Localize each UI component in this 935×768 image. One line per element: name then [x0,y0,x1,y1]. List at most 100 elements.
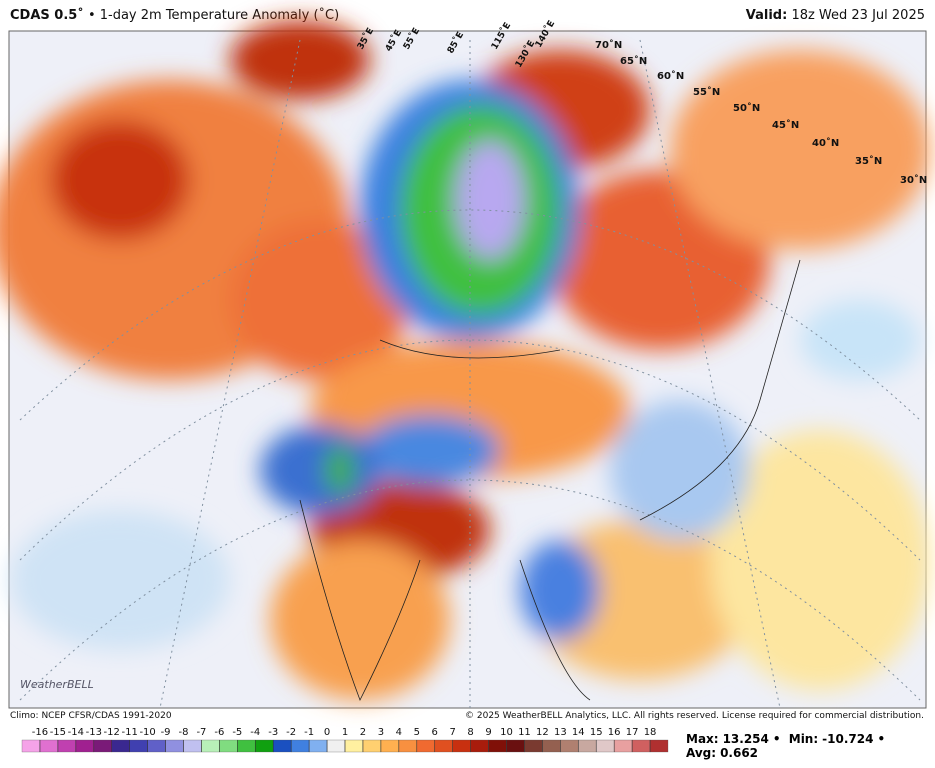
colorbar-swatch [255,739,274,753]
colorbar-swatch [470,739,489,753]
colorbar-swatch [524,739,543,753]
colorbar-swatch [398,739,417,753]
lat-label: 45˚N [772,119,799,131]
colorbar-swatch [93,739,112,753]
colorbar-label: 18 [644,727,657,738]
colorbar-label: 1 [342,727,348,738]
colorbar-swatch [147,739,166,753]
lat-label: 60˚N [657,70,684,82]
max-value: 13.254 [722,732,769,746]
colorbar-swatch [219,739,238,753]
anomaly-field [0,20,930,700]
colorbar-label: 0 [324,727,330,738]
colorbar-label: -3 [268,727,278,738]
colorbar-swatch [649,739,669,753]
colorbar-swatch [326,739,346,753]
stats: Max: 13.254 • Min: -10.724 • Avg: 0.662 [686,732,935,760]
lat-label: 70˚N [595,39,622,51]
colorbar-swatch [21,739,41,753]
colorbar-label: -16 [32,727,48,738]
header-right: Valid: 18z Wed 23 Jul 2025 [746,8,925,23]
lat-label: 30˚N [900,174,927,186]
colorbar-swatch [452,739,471,753]
colorbar-label: 17 [626,727,639,738]
colorbar-label: 5 [414,727,420,738]
colorbar-label: -1 [304,727,314,738]
copyright: © 2025 WeatherBELL Analytics, LLC. All r… [465,711,924,721]
colorbar-swatch [111,739,130,753]
colorbar-swatch [75,739,94,753]
colorbar-label: 12 [536,727,549,738]
colorbar-swatch [380,739,399,753]
separator: • [772,732,781,746]
colorbar-label: 13 [554,727,567,738]
product: CDAS 0.5˚ [10,8,84,23]
colorbar-label: -10 [139,727,155,738]
colorbar-label: -6 [214,727,224,738]
subtitle: • 1-day 2m Temperature Anomaly (˚C) [87,8,340,23]
max-label: Max: [686,732,719,746]
colorbar-label: -14 [68,727,84,738]
colorbar-swatch [434,739,453,753]
avg-label: Avg: [686,746,717,760]
header-left: CDAS 0.5˚ • 1-day 2m Temperature Anomaly… [10,8,339,23]
colorbar-label: 10 [500,727,513,738]
colorbar-swatch [488,739,507,753]
separator: • [877,732,886,746]
colorbar-swatch [129,739,148,753]
colorbar-label: -8 [179,727,189,738]
colorbar-label: 9 [485,727,491,738]
avg-value: 0.662 [720,746,759,760]
colorbar-swatch [362,739,382,753]
colorbar-swatch [291,739,310,753]
lat-label: 65˚N [620,55,647,67]
valid-value: 18z Wed 23 Jul 2025 [791,8,925,23]
colorbar-label: 16 [608,727,621,738]
colorbar-label: -13 [86,727,102,738]
logo: WeatherBELL [20,678,94,691]
lat-label: 50˚N [733,102,760,114]
lat-label: 55˚N [693,86,720,98]
colorbar-swatch [237,739,256,753]
colorbar-swatch [39,739,59,753]
colorbar-label: 8 [467,727,473,738]
colorbar-label: 3 [378,727,384,738]
lat-label: 40˚N [812,137,839,149]
colorbar-swatch [183,739,202,753]
lat-label: 35˚N [855,155,882,167]
colorbar-swatch [614,739,633,753]
coastlines [299,259,801,701]
colorbar-swatch [201,739,220,753]
colorbar-swatch [57,739,76,753]
colorbar-label: -11 [121,727,137,738]
colorbar-swatch [542,739,561,753]
colorbar-label: -15 [50,727,66,738]
min-label: Min: [788,732,819,746]
colorbar-swatch [273,739,292,753]
colorbar-swatch [506,739,525,753]
colorbar-label: 2 [360,727,366,738]
colorbar-label: 7 [449,727,455,738]
colorbar-swatch [631,739,651,753]
colorbar-label: 11 [518,727,531,738]
colorbar-swatch [560,739,579,753]
colorbar-swatch [165,739,184,753]
colorbar-swatch [578,739,597,753]
colorbar-label: -5 [232,727,242,738]
colorbar-label: -12 [104,727,120,738]
colorbar-label: -9 [161,727,171,738]
colorbar-label: 6 [432,727,438,738]
colorbar-label: -4 [250,727,260,738]
colorbar-swatch [596,739,615,753]
min-value: -10.724 [822,732,874,746]
colorbar-swatch [416,739,435,753]
valid-label: Valid: [745,8,788,23]
colorbar-swatch [308,739,328,753]
colorbar-swatch [344,739,364,753]
colorbar-label: 14 [572,727,585,738]
colorbar-label: 4 [396,727,402,738]
colorbar-label: -7 [196,727,206,738]
climo: Climo: NCEP CFSR/CDAS 1991-2020 [10,711,172,721]
